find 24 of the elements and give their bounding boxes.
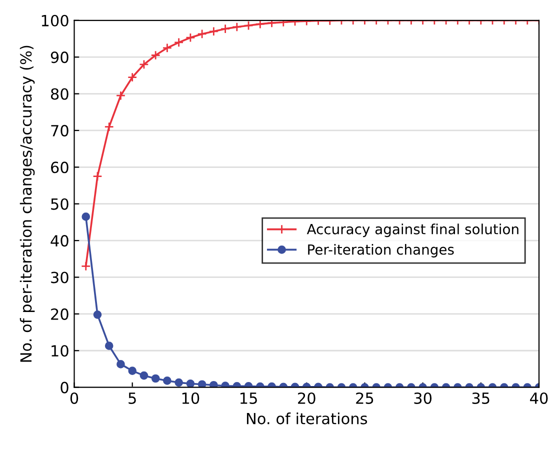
- x-tick-label: 30: [414, 392, 432, 404]
- y-tick-label: 50: [51, 198, 68, 210]
- y-tick-label: 80: [50, 88, 68, 100]
- x-tick-label: 10: [182, 392, 200, 404]
- y-tick-label: 60: [51, 162, 68, 174]
- y-axis-title: No. of per-iteration changes/accuracy (%): [20, 46, 35, 362]
- x-tick-label: 15: [240, 392, 257, 404]
- x-tick-label: 40: [530, 392, 548, 404]
- y-tick-label: 20: [51, 308, 68, 320]
- y-tick-label: 70: [51, 124, 68, 136]
- x-axis-title: No. of iterations: [246, 412, 368, 424]
- x-tick-label: 0: [70, 392, 78, 404]
- y-tick-label: 90: [50, 52, 68, 64]
- y-tick-label: 100: [42, 14, 68, 26]
- x-tick-label: 35: [472, 392, 490, 404]
- y-tick-label: 0: [60, 382, 68, 394]
- legend-label: Per-iteration changes: [308, 244, 454, 258]
- x-tick-label: 5: [128, 392, 136, 404]
- x-tick-label: 25: [356, 392, 374, 404]
- y-tick-label: 40: [50, 235, 68, 247]
- y-tick-label: 10: [52, 345, 68, 357]
- x-tick-label: 20: [298, 392, 316, 404]
- legend-label: Accuracy against final solution: [306, 224, 518, 238]
- y-tick-label: 30: [51, 272, 68, 284]
